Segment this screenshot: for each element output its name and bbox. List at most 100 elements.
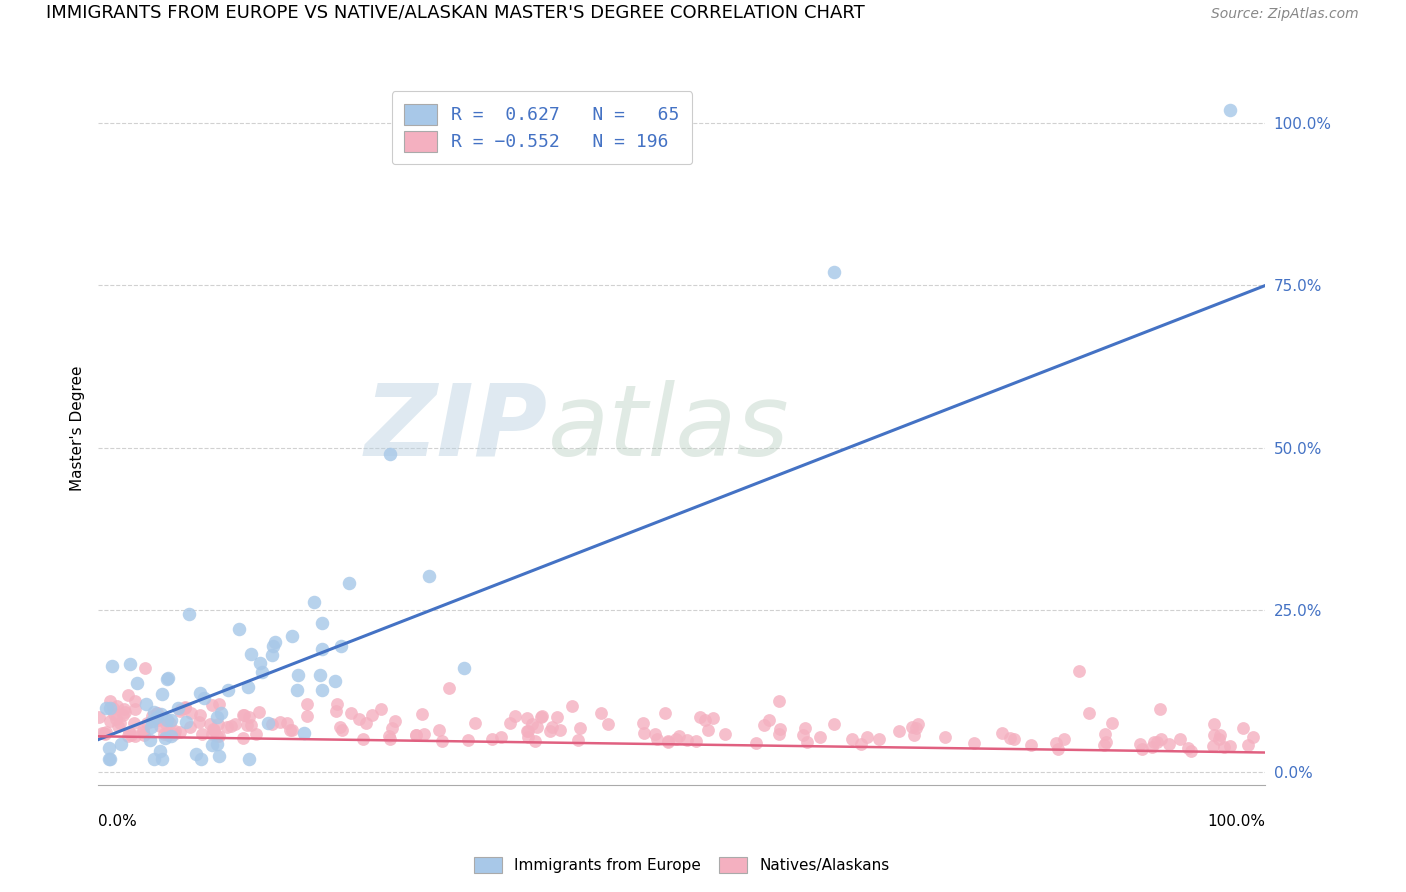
- Point: [1219, 103, 1241, 118]
- Point: [1045, 736, 1067, 750]
- Point: [768, 694, 790, 708]
- Point: [107, 719, 129, 733]
- Point: [205, 730, 228, 744]
- Point: [101, 700, 124, 714]
- Point: [693, 713, 716, 727]
- Point: [139, 732, 162, 747]
- Point: [1237, 738, 1260, 752]
- Point: [793, 721, 815, 735]
- Point: [1143, 735, 1166, 749]
- Point: [200, 717, 222, 731]
- Point: [156, 725, 179, 739]
- Point: [752, 718, 775, 732]
- Point: [295, 709, 318, 723]
- Point: [134, 728, 156, 742]
- Point: [1157, 737, 1180, 751]
- Point: [360, 708, 382, 723]
- Point: [150, 752, 173, 766]
- Point: [489, 730, 512, 744]
- Point: [146, 706, 169, 720]
- Point: [546, 710, 568, 724]
- Point: [132, 723, 155, 737]
- Point: [111, 708, 134, 723]
- Point: [143, 706, 166, 720]
- Text: atlas: atlas: [548, 380, 789, 476]
- Point: [136, 716, 159, 731]
- Point: [117, 688, 139, 702]
- Point: [287, 668, 309, 682]
- Point: [657, 734, 679, 748]
- Point: [907, 716, 929, 731]
- Point: [247, 705, 270, 719]
- Point: [188, 686, 211, 700]
- Point: [160, 730, 183, 744]
- Point: [453, 661, 475, 675]
- Point: [413, 726, 436, 740]
- Point: [714, 727, 737, 741]
- Point: [308, 667, 330, 681]
- Point: [103, 707, 125, 722]
- Point: [538, 723, 561, 738]
- Point: [232, 708, 254, 723]
- Point: [405, 728, 427, 742]
- Point: [849, 737, 872, 751]
- Point: [856, 730, 879, 744]
- Point: [160, 713, 183, 727]
- Point: [285, 683, 308, 698]
- Point: [337, 576, 360, 591]
- Text: Source: ZipAtlas.com: Source: ZipAtlas.com: [1211, 7, 1358, 21]
- Point: [591, 706, 613, 720]
- Point: [142, 752, 165, 766]
- Point: [962, 736, 984, 750]
- Point: [823, 265, 845, 279]
- Point: [654, 706, 676, 721]
- Point: [526, 720, 548, 734]
- Point: [215, 720, 238, 734]
- Point: [169, 704, 191, 718]
- Point: [768, 726, 790, 740]
- Point: [159, 716, 181, 731]
- Point: [325, 705, 347, 719]
- Point: [134, 661, 156, 675]
- Point: [87, 710, 110, 724]
- Point: [530, 709, 553, 723]
- Point: [340, 706, 363, 720]
- Point: [173, 699, 195, 714]
- Point: [124, 729, 146, 743]
- Point: [188, 714, 211, 729]
- Point: [156, 672, 179, 686]
- Point: [117, 729, 139, 743]
- Point: [201, 738, 224, 752]
- Point: [329, 639, 352, 653]
- Point: [238, 752, 260, 766]
- Point: [769, 723, 792, 737]
- Point: [596, 716, 619, 731]
- Point: [262, 717, 284, 731]
- Point: [901, 720, 924, 734]
- Point: [377, 730, 399, 744]
- Point: [250, 665, 273, 680]
- Point: [633, 725, 655, 739]
- Point: [156, 728, 179, 742]
- Point: [156, 713, 179, 727]
- Point: [98, 701, 121, 715]
- Point: [105, 699, 128, 714]
- Point: [1149, 702, 1171, 716]
- Point: [1047, 742, 1070, 756]
- Point: [380, 447, 402, 461]
- Point: [163, 727, 186, 741]
- Point: [349, 712, 371, 726]
- Point: [1232, 721, 1254, 735]
- Point: [903, 728, 925, 742]
- Point: [904, 721, 927, 735]
- Point: [228, 622, 250, 636]
- Point: [105, 712, 128, 726]
- Point: [1101, 715, 1123, 730]
- Point: [94, 701, 117, 715]
- Point: [1209, 728, 1232, 742]
- Point: [295, 697, 318, 711]
- Point: [384, 714, 406, 728]
- Point: [281, 723, 304, 738]
- Point: [792, 728, 814, 742]
- Point: [437, 681, 460, 695]
